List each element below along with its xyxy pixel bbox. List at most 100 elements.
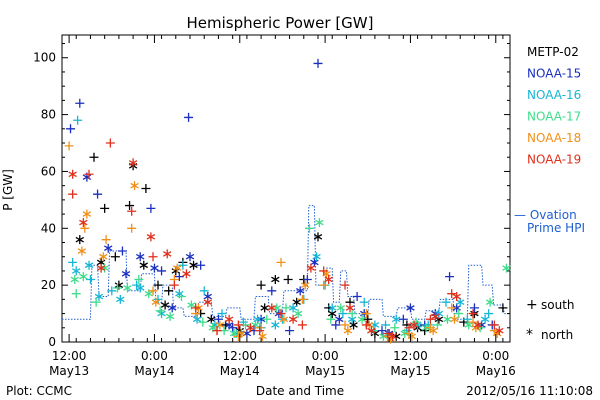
legend-marker-north-label: north xyxy=(541,328,573,342)
point-noaa-19-south xyxy=(127,207,136,216)
point-noaa-17-south xyxy=(72,289,81,298)
point-metp-02-north xyxy=(261,303,269,312)
point-noaa-15-south xyxy=(66,124,75,133)
point-noaa-18-south xyxy=(127,224,136,233)
x-tick-time-label: 12:00 xyxy=(393,349,428,363)
x-tick-time-label: 12:00 xyxy=(222,349,257,363)
point-metp-02-south xyxy=(90,153,99,162)
point-noaa-18-south xyxy=(65,141,74,150)
axes-layer: 02040608010012:00May130:00May1412:00May1… xyxy=(33,35,516,378)
point-metp-02-south xyxy=(141,184,150,193)
point-noaa-19-north xyxy=(163,249,171,258)
point-noaa-17-south xyxy=(390,323,399,332)
point-noaa-17-north xyxy=(444,315,452,324)
point-noaa-18-north xyxy=(131,181,139,190)
point-metp-02-south xyxy=(164,286,173,295)
x-tick-time-label: 0:00 xyxy=(482,349,509,363)
point-noaa-18-south xyxy=(80,224,89,233)
point-noaa-16-south xyxy=(86,275,95,284)
chart-title: Hemispheric Power [GW] xyxy=(187,14,374,32)
y-tick-label: 20 xyxy=(41,278,56,292)
footer-right: 2012/05/16 11:10:08 xyxy=(466,384,593,398)
point-noaa-19-north xyxy=(204,298,212,307)
legend-satellite-label: NOAA-16 xyxy=(527,88,581,102)
point-noaa-19-south xyxy=(341,281,350,290)
x-tick-date-label: May16 xyxy=(476,364,516,378)
point-noaa-17-north xyxy=(166,312,174,321)
y-tick-label: 100 xyxy=(33,51,56,65)
point-noaa-15-south xyxy=(118,247,127,256)
point-noaa-16-north xyxy=(481,315,489,324)
point-noaa-18-south xyxy=(298,295,307,304)
point-metp-02-south xyxy=(100,204,109,213)
point-metp-02-south xyxy=(125,201,134,210)
point-noaa-19-south xyxy=(68,190,77,199)
point-metp-02-north xyxy=(350,320,358,329)
point-noaa-19-south xyxy=(170,281,179,290)
point-metp-02-south xyxy=(257,281,266,290)
y-tick-label: 0 xyxy=(48,335,56,349)
point-noaa-18-north xyxy=(83,210,91,219)
point-noaa-17-north xyxy=(124,283,132,292)
x-tick-date-label: May13 xyxy=(49,364,89,378)
legend-marker-south-label: south xyxy=(541,298,575,312)
point-noaa-16-north xyxy=(72,266,80,275)
point-noaa-15-south xyxy=(146,204,155,213)
point-metp-02-north xyxy=(161,301,169,310)
point-noaa-17-south xyxy=(326,315,335,324)
point-noaa-19-south xyxy=(149,252,158,261)
point-noaa-15-south xyxy=(157,266,166,275)
x-tick-time-label: 12:00 xyxy=(52,349,87,363)
plot-area xyxy=(62,35,510,342)
legend-ovation-label: — Ovation xyxy=(514,208,577,222)
x-tick-date-label: May15 xyxy=(390,364,430,378)
point-metp-02-north xyxy=(271,275,279,284)
point-noaa-15-south xyxy=(285,326,294,335)
point-noaa-19-south xyxy=(490,320,499,329)
point-noaa-19-north xyxy=(69,170,77,179)
point-noaa-18-south xyxy=(447,303,456,312)
point-noaa-16-south xyxy=(73,116,82,125)
point-metp-02-south xyxy=(284,275,293,284)
point-noaa-17-south xyxy=(134,275,143,284)
point-noaa-19-north xyxy=(79,218,87,227)
point-noaa-17-north xyxy=(71,275,79,284)
legend-satellite-label: NOAA-19 xyxy=(527,153,581,167)
point-metp-02-south xyxy=(154,281,163,290)
x-tick-date-label: May15 xyxy=(305,364,345,378)
point-noaa-19-north xyxy=(129,158,137,167)
point-noaa-18-south xyxy=(362,309,371,318)
legend-satellite-label: NOAA-18 xyxy=(527,131,581,145)
point-noaa-19-north xyxy=(147,232,155,241)
point-noaa-17-south xyxy=(198,318,207,327)
point-metp-02-south xyxy=(111,252,120,261)
point-noaa-16-north xyxy=(116,295,124,304)
x-axis-label: Date and Time xyxy=(256,384,344,398)
point-noaa-16-south xyxy=(360,298,369,307)
point-noaa-17-north xyxy=(294,309,302,318)
point-noaa-16-south xyxy=(68,258,77,267)
x-tick-date-label: May14 xyxy=(134,364,174,378)
y-tick-label: 60 xyxy=(41,164,56,178)
data-points-layer xyxy=(65,59,511,344)
point-noaa-15-south xyxy=(314,59,323,68)
point-noaa-18-south xyxy=(277,258,286,267)
y-tick-label: 40 xyxy=(41,221,56,235)
point-noaa-15-south xyxy=(445,272,454,281)
hemispheric-power-chart: Hemispheric Power [GW] 0 20 40 60 80 100 12:00… xyxy=(0,0,600,400)
legend-satellite-label: NOAA-15 xyxy=(527,67,581,81)
plot-frame xyxy=(62,35,510,342)
point-noaa-19-north xyxy=(225,315,233,324)
point-noaa-15-south xyxy=(267,286,276,295)
point-noaa-17-north xyxy=(486,298,494,307)
legend-satellite-label: NOAA-17 xyxy=(527,110,581,124)
point-noaa-17-north xyxy=(316,218,324,227)
legend-satellite-label: METP-02 xyxy=(527,45,579,59)
point-noaa-18-north xyxy=(78,247,86,256)
footer-left: Plot: CCMC xyxy=(6,384,72,398)
point-noaa-15-south xyxy=(75,99,84,108)
point-noaa-15-south xyxy=(93,190,102,199)
point-noaa-19-south xyxy=(106,139,115,148)
point-noaa-18-south xyxy=(319,281,328,290)
y-tick-label: 80 xyxy=(41,108,56,122)
